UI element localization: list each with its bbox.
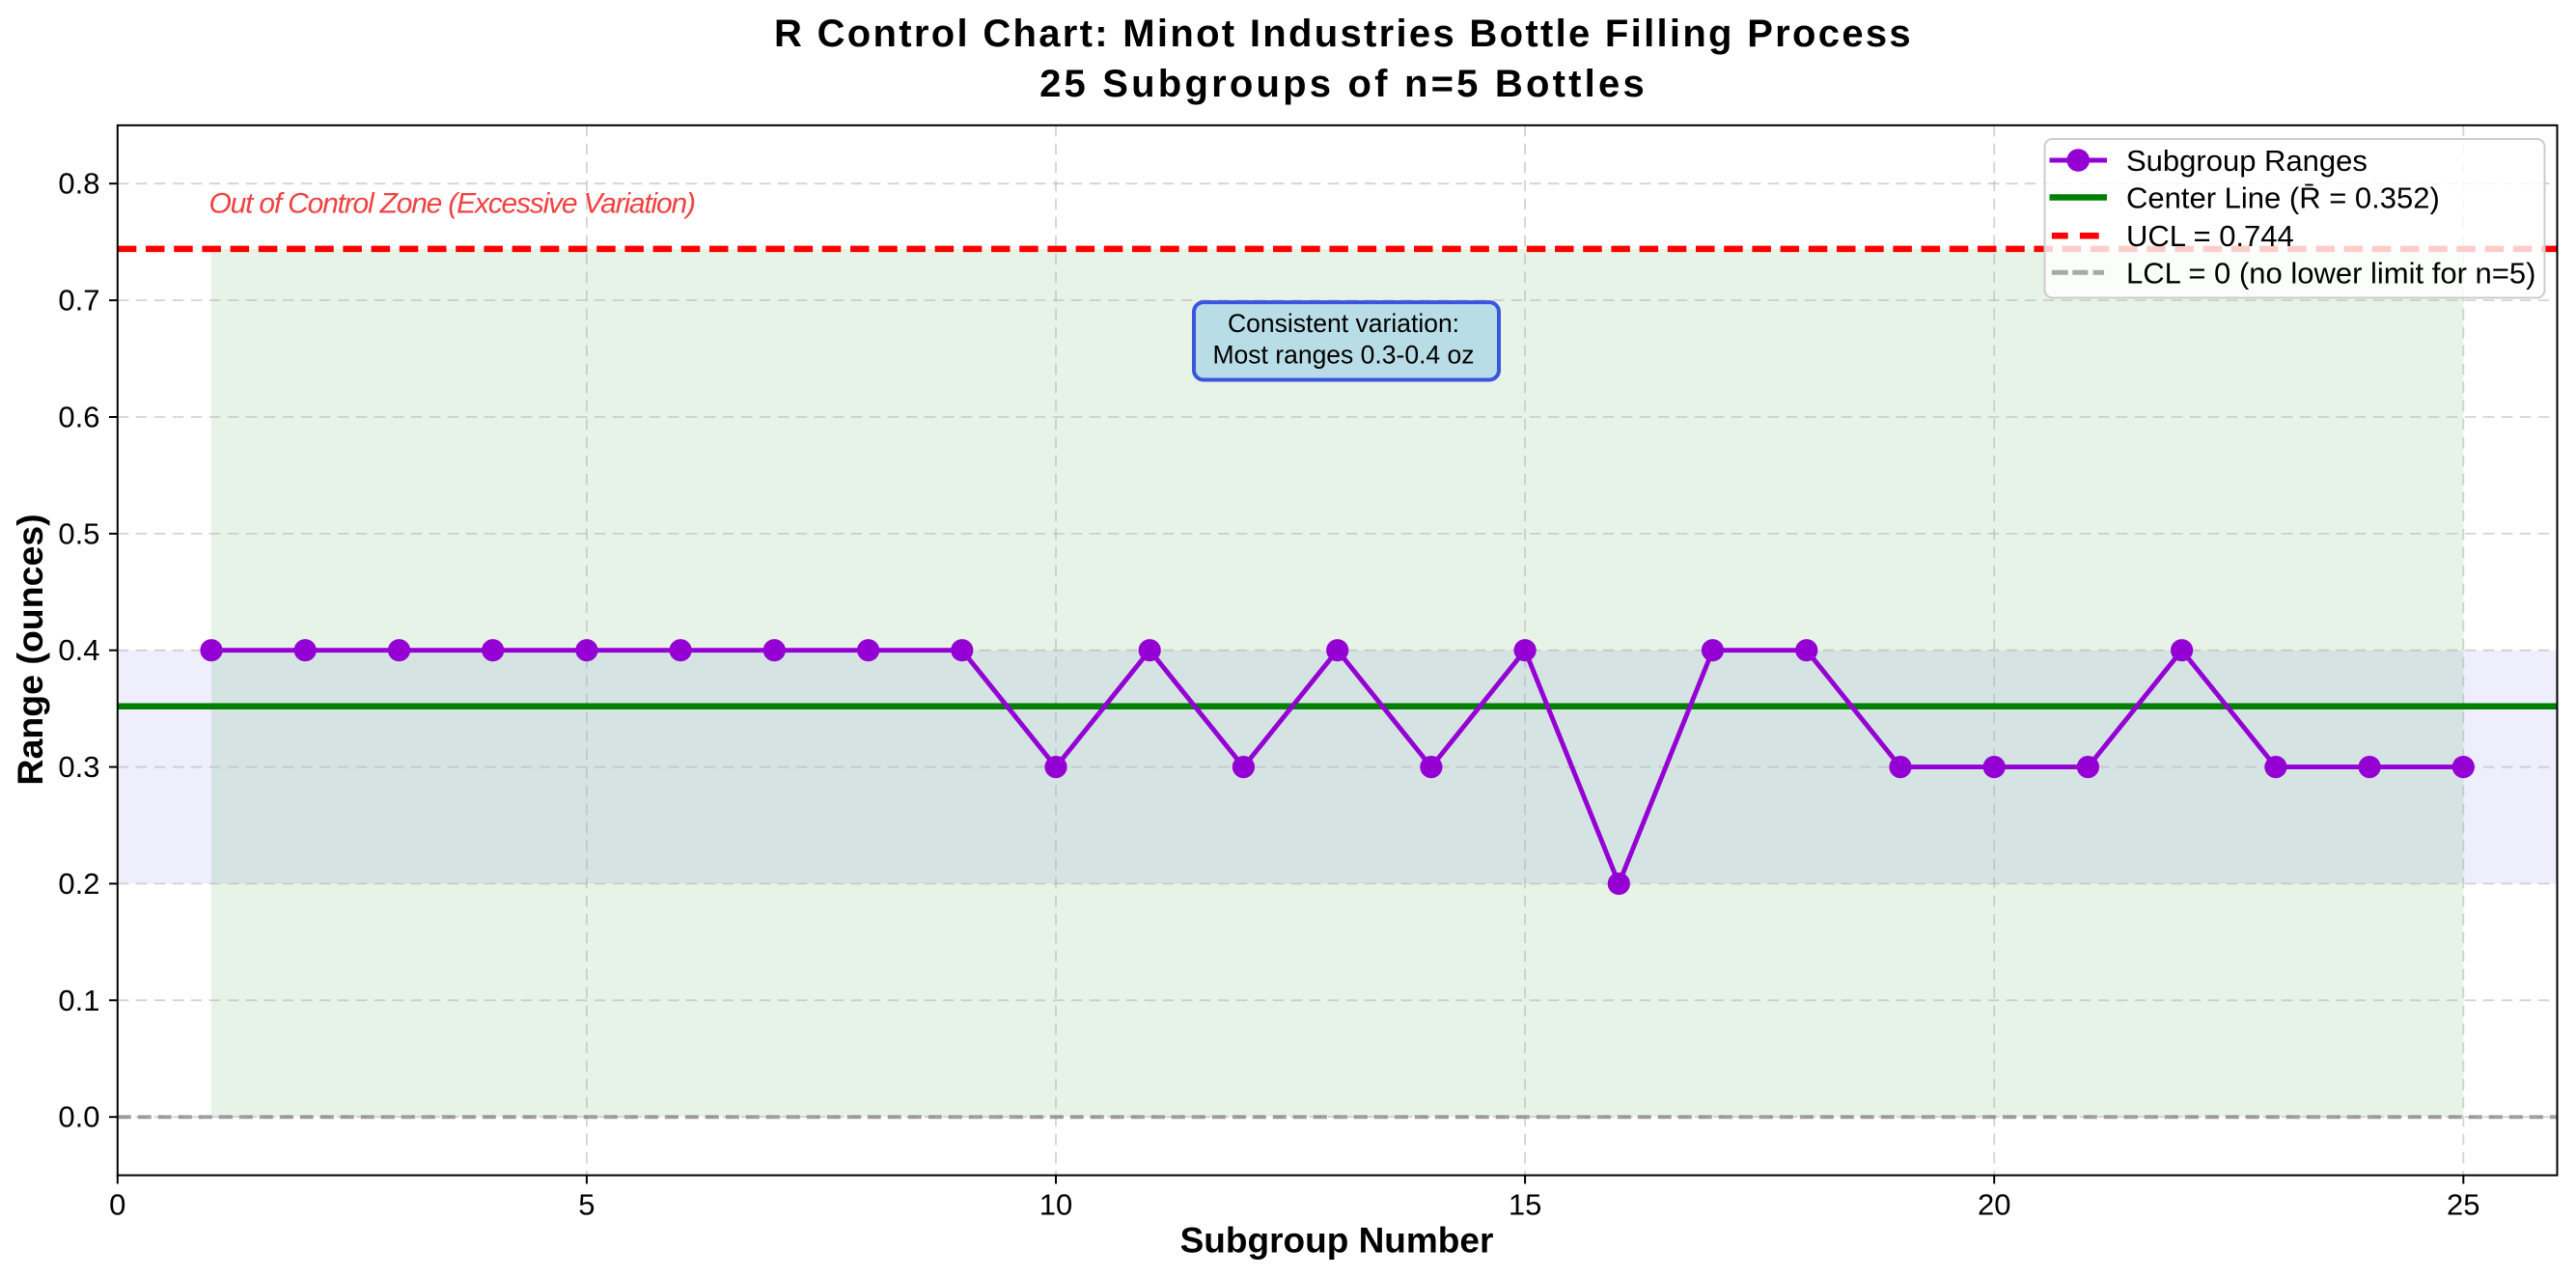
svg-text:UCL = 0.744: UCL = 0.744 <box>2126 219 2294 253</box>
svg-text:0.3: 0.3 <box>58 750 99 784</box>
svg-text:20: 20 <box>1978 1188 2010 1222</box>
svg-text:25: 25 <box>2447 1188 2479 1222</box>
svg-text:Subgroup Ranges: Subgroup Ranges <box>2126 144 2368 178</box>
svg-text:10: 10 <box>1039 1188 1072 1222</box>
svg-text:Consistent variation:: Consistent variation: <box>1228 309 1459 338</box>
svg-text:LCL = 0 (no lower limit for n=: LCL = 0 (no lower limit for n=5) <box>2126 256 2535 290</box>
svg-text:0.1: 0.1 <box>58 984 99 1017</box>
svg-text:25 Subgroups of n=5 Bottles: 25 Subgroups of n=5 Bottles <box>1039 63 1648 105</box>
svg-text:Most ranges 0.3-0.4 oz: Most ranges 0.3-0.4 oz <box>1212 341 1474 370</box>
svg-text:0.7: 0.7 <box>58 284 99 318</box>
svg-text:0: 0 <box>109 1188 125 1222</box>
svg-text:R Control Chart: Minot Industr: R Control Chart: Minot Industries Bottle… <box>774 13 1913 55</box>
svg-text:0.0: 0.0 <box>58 1100 99 1134</box>
svg-text:Subgroup Number: Subgroup Number <box>1180 1220 1494 1260</box>
svg-text:5: 5 <box>578 1188 595 1222</box>
svg-text:Range (ounces): Range (ounces) <box>10 514 50 785</box>
svg-text:15: 15 <box>1509 1188 1541 1222</box>
svg-text:0.2: 0.2 <box>58 867 99 901</box>
svg-text:0.6: 0.6 <box>58 401 99 434</box>
svg-text:0.5: 0.5 <box>58 516 99 550</box>
svg-text:Out of Control Zone (Excessive: Out of Control Zone (Excessive Variation… <box>209 187 695 219</box>
svg-text:0.4: 0.4 <box>58 633 99 667</box>
svg-text:0.8: 0.8 <box>58 167 99 201</box>
svg-text:Center Line (R̄ = 0.352): Center Line (R̄ = 0.352) <box>2126 181 2440 215</box>
